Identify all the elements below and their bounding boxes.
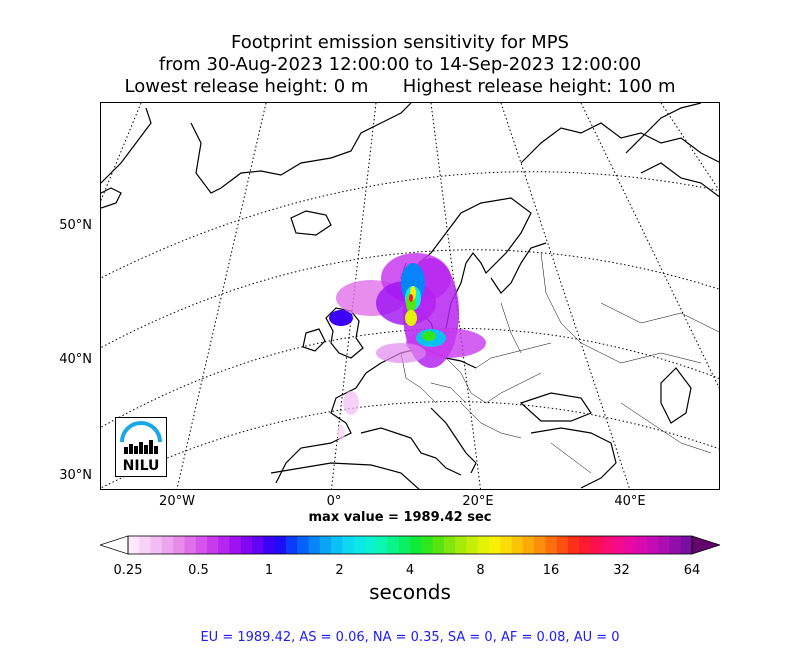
colorbar-cell xyxy=(556,536,569,554)
region-stats: EU = 1989.42, AS = 0.06, NA = 0.35, SA =… xyxy=(200,630,620,645)
colorbar-cell xyxy=(658,536,671,554)
colorbar-cell xyxy=(387,536,400,554)
colorbar-cell xyxy=(128,536,140,554)
colorbar-max-arrow xyxy=(691,535,720,555)
colorbar-cell xyxy=(308,536,321,554)
colorbar-cell xyxy=(579,536,592,554)
nilu-logo-icon xyxy=(120,421,162,454)
colorbar-cell xyxy=(206,536,219,554)
colorbar-cell xyxy=(534,536,546,554)
colorbar-cell xyxy=(601,536,614,554)
colorbar-cell xyxy=(646,536,659,554)
colorbar-cell xyxy=(398,536,411,554)
colorbar-cell xyxy=(410,536,422,554)
colorbar-cell xyxy=(195,536,208,554)
colorbar-cell xyxy=(139,536,152,554)
colorbar-cell xyxy=(488,536,501,554)
colorbar-cell xyxy=(624,536,637,554)
colorbar-cell xyxy=(285,536,298,554)
max-value-label: max value = 1989.42 sec xyxy=(308,510,492,525)
colorbar-unit-label: seconds xyxy=(369,580,451,604)
colorbar-cell xyxy=(590,536,603,554)
colorbar-cell xyxy=(150,536,163,554)
colorbar-tick-label: 8 xyxy=(476,563,485,578)
colorbar-cell xyxy=(297,536,310,554)
colorbar-cell xyxy=(455,536,467,554)
colorbar-cell xyxy=(161,536,174,554)
colorbar-cell xyxy=(545,536,558,554)
title-line-2: from 30-Aug-2023 12:00:00 to 14-Sep-2023… xyxy=(158,54,642,75)
colorbar xyxy=(100,535,720,555)
nilu-logo: NILU xyxy=(115,417,167,477)
colorbar-cell xyxy=(364,536,377,554)
colorbar-cell xyxy=(240,536,253,554)
lat-label-30n: 30°N xyxy=(59,468,92,483)
colorbar-cell xyxy=(218,536,231,554)
colorbar-tick-label: 32 xyxy=(613,563,630,578)
colorbar-cell xyxy=(229,536,242,554)
footprint-plume xyxy=(329,253,486,441)
colorbar-cell xyxy=(173,536,185,554)
colorbar-cell xyxy=(635,536,648,554)
colorbar-cell xyxy=(353,536,366,554)
map-canvas xyxy=(101,103,719,489)
colorbar-cell xyxy=(522,536,535,554)
colorbar-cell xyxy=(331,536,343,554)
colorbar-cell xyxy=(511,536,524,554)
graticule-latitudes xyxy=(101,171,719,489)
colorbar-cells xyxy=(128,536,693,554)
colorbar-tick-label: 2 xyxy=(335,563,344,578)
colorbar-cell xyxy=(421,536,434,554)
colorbar-cell xyxy=(613,536,625,554)
colorbar-cell xyxy=(376,536,389,554)
colorbar-cell xyxy=(319,536,332,554)
colorbar-cell xyxy=(500,536,513,554)
colorbar-cell xyxy=(567,536,580,554)
lon-label-40e: 40°E xyxy=(614,494,646,509)
colorbar-cell xyxy=(342,536,355,554)
colorbar-cell xyxy=(669,536,682,554)
colorbar-cell xyxy=(184,536,197,554)
colorbar-cell xyxy=(274,536,287,554)
colorbar-cell xyxy=(252,536,264,554)
colorbar-tick-label: 0.25 xyxy=(113,563,143,578)
lon-label-0: 0° xyxy=(326,494,342,509)
colorbar-cell xyxy=(466,536,479,554)
lat-label-40n: 40°N xyxy=(59,352,92,367)
nilu-logo-text: NILU xyxy=(122,458,160,474)
colorbar-outline xyxy=(127,535,693,555)
political-borders xyxy=(400,252,719,474)
lon-label-20w: 20°W xyxy=(159,494,195,509)
colorbar-tick-label: 64 xyxy=(683,563,701,578)
colorbar-tick-label: 4 xyxy=(405,563,415,578)
map-panel xyxy=(100,102,720,490)
title-line-3: Lowest release height: 0 m Highest relea… xyxy=(124,76,676,97)
colorbar-cell xyxy=(432,536,445,554)
colorbar-cell xyxy=(477,536,490,554)
colorbar-cell xyxy=(263,536,276,554)
colorbar-tick-label: 0.5 xyxy=(188,563,209,578)
lon-label-20e: 20°E xyxy=(462,494,494,509)
colorbar-tick-label: 16 xyxy=(542,563,560,578)
colorbar-min-arrow xyxy=(100,535,129,555)
title-line-1: Footprint emission sensitivity for MPS xyxy=(231,32,569,53)
colorbar-tick-label: 1 xyxy=(264,563,274,578)
lat-label-50n: 50°N xyxy=(59,218,92,233)
colorbar-cell xyxy=(680,536,693,554)
colorbar-cell xyxy=(443,536,456,554)
